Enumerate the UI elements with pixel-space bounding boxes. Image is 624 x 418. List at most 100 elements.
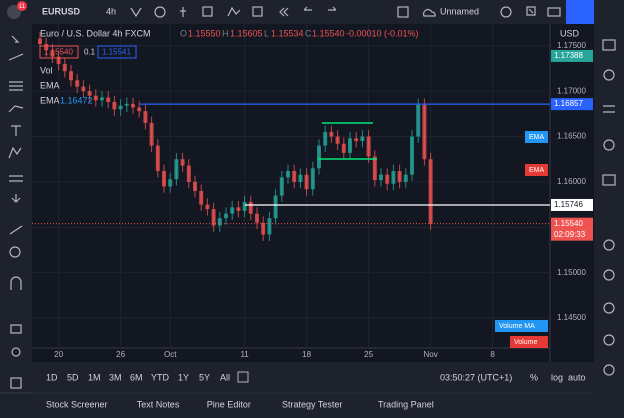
ideas-icon[interactable] xyxy=(603,239,615,251)
timeframe[interactable]: 3M xyxy=(109,372,122,382)
symbol[interactable]: EURUSD xyxy=(42,6,81,16)
watchlist-icon[interactable] xyxy=(602,39,616,51)
indicator-label: Vol xyxy=(40,65,53,75)
buy-box[interactable] xyxy=(97,45,137,59)
candle-body xyxy=(137,107,142,112)
axis-tag xyxy=(495,320,548,332)
currency[interactable]: USD xyxy=(560,28,580,38)
badge xyxy=(17,1,27,11)
timeframe[interactable]: 6M xyxy=(130,372,143,382)
interval[interactable]: 4h xyxy=(106,6,116,16)
candle-body xyxy=(217,218,222,226)
data-window-icon[interactable] xyxy=(603,105,615,113)
streams-icon[interactable] xyxy=(603,269,615,281)
templates-icon[interactable] xyxy=(202,6,213,17)
candle-body xyxy=(360,136,365,142)
snapshot-icon[interactable] xyxy=(547,7,561,17)
brush-tool[interactable] xyxy=(8,105,24,113)
candle-body xyxy=(50,50,55,57)
price-tag xyxy=(551,98,593,111)
delete-tool[interactable] xyxy=(10,377,22,389)
panel-tab[interactable]: Trading Panel xyxy=(378,399,434,409)
rewind-icon[interactable] xyxy=(279,7,289,17)
timeframe[interactable]: 5D xyxy=(67,372,79,382)
sell-box[interactable] xyxy=(39,45,79,59)
ask[interactable]: 1.15541 xyxy=(102,48,131,57)
panel-tab[interactable]: Strategy Tester xyxy=(282,399,342,409)
x-tick-label: 25 xyxy=(364,350,373,359)
layout-icon[interactable] xyxy=(397,6,409,18)
calendar-icon[interactable] xyxy=(602,174,616,186)
candle-body xyxy=(149,122,154,146)
scale-option[interactable]: % xyxy=(530,372,538,382)
timeframe-bar xyxy=(32,362,594,392)
timeframe[interactable]: 1Y xyxy=(178,372,189,382)
panel-tab[interactable]: Stock Screener xyxy=(46,399,108,409)
indicators-icon[interactable] xyxy=(180,7,186,17)
measure-tool[interactable] xyxy=(9,225,23,235)
timeframe[interactable]: 5Y xyxy=(199,372,210,382)
x-tick-label: 8 xyxy=(490,350,495,359)
candle-body xyxy=(242,201,247,211)
candle-body xyxy=(329,132,334,137)
scale-option[interactable]: log xyxy=(551,372,563,382)
settings-icon[interactable] xyxy=(500,6,512,18)
candle-body xyxy=(93,95,98,101)
date-range-icon[interactable] xyxy=(237,371,249,383)
spread: 0.1 xyxy=(84,48,96,57)
alert-icon[interactable] xyxy=(227,6,241,17)
cloud-icon[interactable] xyxy=(422,8,436,17)
forecast-tool[interactable] xyxy=(9,175,23,182)
help-icon[interactable] xyxy=(603,364,615,376)
ideas-button[interactable] xyxy=(566,0,594,24)
candle-body xyxy=(38,38,42,44)
fib-tool[interactable] xyxy=(9,81,23,91)
legend-high: 1.15605 xyxy=(230,28,263,38)
indicator-label: EMA xyxy=(40,95,60,105)
zoom-tool[interactable] xyxy=(9,246,21,258)
bottom-panel xyxy=(0,394,594,418)
hide-tool[interactable] xyxy=(11,347,21,357)
compare-icon[interactable] xyxy=(154,6,166,18)
notifications-icon[interactable] xyxy=(603,334,615,346)
candle-body xyxy=(62,63,67,72)
legend-low: 1.15534 xyxy=(271,28,304,38)
x-tick-label: Nov xyxy=(423,350,437,359)
panel-tab[interactable]: Pine Editor xyxy=(207,399,251,409)
bid[interactable]: 1.15540 xyxy=(44,48,73,57)
candle-body xyxy=(341,143,346,153)
magnet-tool[interactable] xyxy=(10,276,22,290)
replay-icon[interactable] xyxy=(252,6,263,17)
timeframe[interactable]: All xyxy=(220,372,230,382)
timeframe[interactable]: 1M xyxy=(88,372,101,382)
y-tick-label: 1.15000 xyxy=(557,268,586,277)
text-tool[interactable] xyxy=(11,125,21,136)
redo-icon[interactable] xyxy=(328,6,337,11)
icons-tool[interactable] xyxy=(11,194,21,203)
right-toolbar xyxy=(594,24,624,418)
drawings xyxy=(318,122,377,160)
fullscreen-icon[interactable] xyxy=(526,6,536,16)
price-tag-label: 1.15540 xyxy=(554,219,583,228)
undo-icon[interactable] xyxy=(303,6,312,11)
panel-tab[interactable]: Text Notes xyxy=(137,399,180,409)
chats-icon[interactable] xyxy=(603,302,615,314)
candle-body xyxy=(174,159,179,180)
chart-type-icon[interactable] xyxy=(130,7,142,18)
alerts-icon[interactable] xyxy=(603,69,615,81)
avatar[interactable] xyxy=(7,5,21,19)
axis-tag xyxy=(510,336,548,348)
pattern-tool[interactable] xyxy=(8,146,22,159)
lock-tool[interactable] xyxy=(10,324,22,334)
candle-body xyxy=(143,111,148,123)
ema-value: 1.16472 xyxy=(60,95,93,105)
cursor-tool[interactable] xyxy=(11,35,20,43)
scale-option[interactable]: auto xyxy=(568,372,586,382)
timeframe[interactable]: YTD xyxy=(151,372,170,382)
y-tick-label: 1.16500 xyxy=(557,132,586,141)
timeframe[interactable]: 1D xyxy=(46,372,58,382)
layout-name[interactable]: Unnamed xyxy=(440,6,479,16)
hotlist-icon[interactable] xyxy=(603,139,615,151)
trendline-tool[interactable] xyxy=(8,53,24,61)
